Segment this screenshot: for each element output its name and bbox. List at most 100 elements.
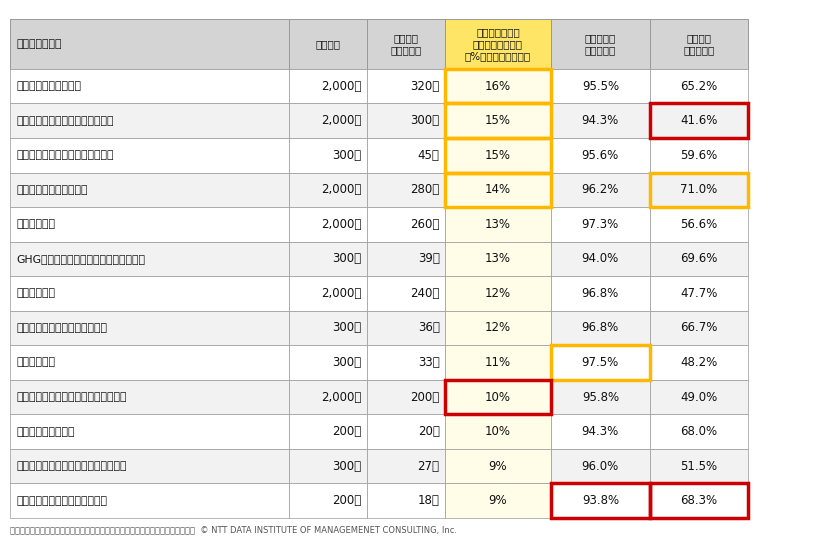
Bar (649, 483, 748, 518)
Text: 15%: 15% (485, 149, 511, 162)
Text: 12%: 12% (485, 287, 511, 300)
Bar (649, 311, 748, 345)
Bar (289, 345, 367, 380)
Text: 47.7%: 47.7% (680, 287, 717, 300)
Text: 10%: 10% (485, 391, 511, 403)
Text: 2,000円: 2,000円 (321, 114, 362, 127)
Bar (367, 138, 444, 172)
Bar (444, 345, 551, 380)
Bar (444, 138, 551, 172)
Bar (551, 483, 649, 518)
Text: 94.0%: 94.0% (582, 252, 619, 266)
Bar (289, 483, 367, 518)
Text: 71.0%: 71.0% (680, 183, 717, 196)
Text: GHG排出量を抑制する飼料を給餌した卵: GHG排出量を抑制する飼料を給餌した卵 (17, 254, 146, 264)
Bar (289, 104, 367, 138)
Bar (444, 207, 551, 241)
Text: 96.8%: 96.8% (582, 321, 619, 334)
Bar (10, 241, 289, 276)
Text: 240円: 240円 (410, 287, 439, 300)
Text: 地産地消の米: 地産地消の米 (17, 288, 55, 299)
Bar (551, 483, 649, 518)
Text: 2,000円: 2,000円 (321, 287, 362, 300)
Text: 95.5%: 95.5% (582, 80, 619, 93)
Bar (444, 104, 551, 138)
Text: 95.6%: 95.6% (582, 149, 619, 162)
Bar (444, 172, 551, 207)
Text: 12%: 12% (485, 321, 511, 334)
Bar (649, 345, 748, 380)
Bar (367, 414, 444, 449)
Text: 66.7%: 66.7% (680, 321, 717, 334)
Bar (444, 172, 551, 207)
Text: 包装等のプラスチック使用量削減の米: 包装等のプラスチック使用量削減の米 (17, 392, 128, 402)
Text: 96.2%: 96.2% (581, 183, 619, 196)
Bar (289, 19, 367, 69)
Text: 非認知層
の購入意欲: 非認知層 の購入意欲 (683, 33, 714, 55)
Bar (10, 207, 289, 241)
Bar (10, 104, 289, 138)
Text: 11%: 11% (485, 356, 511, 369)
Text: 69.6%: 69.6% (680, 252, 717, 266)
Text: 200円: 200円 (410, 391, 439, 403)
Bar (367, 311, 444, 345)
Bar (649, 414, 748, 449)
Bar (444, 69, 551, 104)
Bar (367, 19, 444, 69)
Text: 27円: 27円 (417, 460, 439, 473)
Bar (649, 380, 748, 414)
Bar (444, 241, 551, 276)
Bar (649, 19, 748, 69)
Bar (367, 172, 444, 207)
Text: 41.6%: 41.6% (680, 114, 717, 127)
Text: 再生可能エネルギーを使用した卵: 再生可能エネルギーを使用した卵 (17, 150, 114, 160)
Bar (551, 19, 649, 69)
Bar (649, 69, 748, 104)
Text: 追加支払い意欲
（元の価格に追加
何%まで支払えるか）: 追加支払い意欲 （元の価格に追加 何%まで支払えるか） (465, 28, 531, 61)
Bar (551, 104, 649, 138)
Text: 48.2%: 48.2% (680, 356, 717, 369)
Text: 39円: 39円 (417, 252, 439, 266)
Bar (551, 207, 649, 241)
Text: 200円: 200円 (333, 494, 362, 507)
Bar (367, 241, 444, 276)
Bar (10, 19, 289, 69)
Bar (10, 449, 289, 483)
Text: 元の価格: 元の価格 (315, 39, 340, 49)
Bar (289, 414, 367, 449)
Text: 96.0%: 96.0% (582, 460, 619, 473)
Text: 13%: 13% (485, 252, 511, 266)
Text: 49.0%: 49.0% (680, 391, 717, 403)
Bar (10, 69, 289, 104)
Bar (551, 241, 649, 276)
Text: 18円: 18円 (417, 494, 439, 507)
Text: 16%: 16% (485, 80, 511, 93)
Bar (10, 311, 289, 345)
Text: 14%: 14% (485, 183, 511, 196)
Text: 2,000円: 2,000円 (321, 218, 362, 231)
Bar (367, 449, 444, 483)
Bar (367, 483, 444, 518)
Bar (551, 345, 649, 380)
Text: 45円: 45円 (417, 149, 439, 162)
Bar (444, 104, 551, 138)
Text: 300円: 300円 (333, 460, 362, 473)
Bar (649, 449, 748, 483)
Bar (289, 69, 367, 104)
Text: 56.6%: 56.6% (680, 218, 717, 231)
Text: 51.5%: 51.5% (680, 460, 717, 473)
Bar (649, 138, 748, 172)
Bar (649, 172, 748, 207)
Bar (367, 207, 444, 241)
Bar (444, 380, 551, 414)
Text: 300円: 300円 (411, 114, 439, 127)
Text: 97.5%: 97.5% (582, 356, 619, 369)
Bar (289, 449, 367, 483)
Text: 中干し期間の延長した米: 中干し期間の延長した米 (17, 185, 88, 195)
Text: 93.8%: 93.8% (582, 494, 619, 507)
Text: 94.3%: 94.3% (582, 114, 619, 127)
Bar (551, 172, 649, 207)
Bar (10, 138, 289, 172)
Text: 65.2%: 65.2% (680, 80, 717, 93)
Text: 10%: 10% (485, 425, 511, 438)
